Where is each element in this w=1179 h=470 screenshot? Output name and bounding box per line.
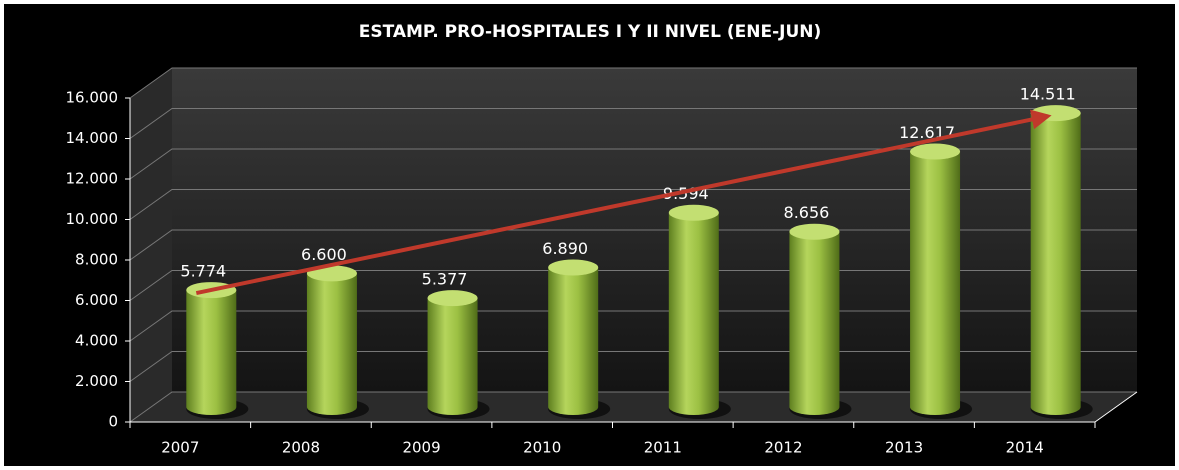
y-tick-label: 2.000 [75,372,118,390]
x-tick-label: 2014 [1006,439,1044,457]
value-label: 6.890 [542,239,588,258]
y-tick-label: 0 [108,413,118,431]
y-tick-label: 8.000 [75,251,118,269]
x-tick-label: 2011 [644,439,682,457]
bar-top [910,143,961,160]
y-tick-label: 10.000 [66,210,119,228]
value-label: 8.656 [784,203,830,222]
bar [789,231,840,415]
bar [910,151,961,416]
x-tick-label: 2007 [161,439,199,457]
x-tick-label: 2012 [764,439,802,457]
value-label: 5.774 [180,262,226,281]
value-label: 5.377 [422,270,468,289]
bar [548,267,599,415]
chart-title: ESTAMP. PRO-HOSPITALES I Y II NIVEL (ENE… [359,22,822,42]
grid-line [129,189,1137,220]
y-tick-label: 4.000 [75,332,118,350]
value-label: 14.511 [1020,85,1076,104]
y-tick-label: 12.000 [66,170,119,188]
x-tick-label: 2013 [885,439,923,457]
y-tick-label: 14.000 [66,129,119,147]
y-tick-label: 6.000 [75,291,118,309]
bar-top [668,204,719,221]
bar [306,273,357,415]
grid-line [129,108,1137,139]
x-tick-label: 2010 [523,439,561,457]
floor [130,392,1137,422]
bar [186,290,237,415]
bar [668,212,719,415]
x-tick-label: 2009 [402,439,440,457]
x-axis-depth [1094,391,1138,423]
value-label: 6.600 [301,245,347,264]
grid-line [129,148,1137,180]
bar [1030,113,1081,415]
bar-top [427,290,478,307]
x-tick-label: 2008 [282,439,320,457]
bar-top [548,259,599,276]
y-tick-label: 16.000 [66,89,119,107]
bar [427,298,478,415]
trend-arrow [195,109,1052,296]
bar-top [789,223,840,240]
grid-line [129,67,1137,99]
